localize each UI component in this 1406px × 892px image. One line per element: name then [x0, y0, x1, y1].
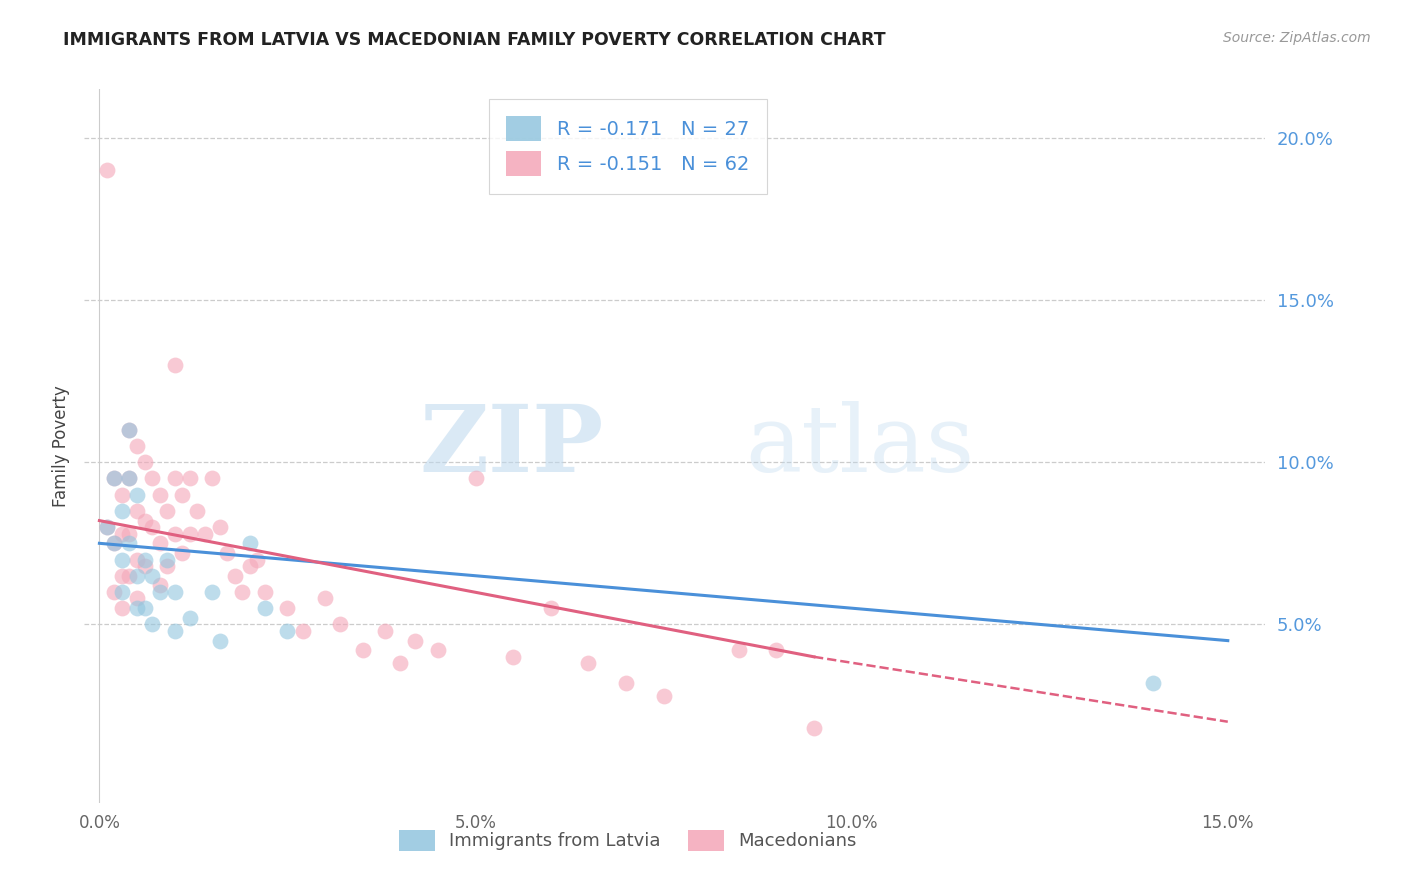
Point — [179, 611, 201, 625]
Point — [172, 488, 194, 502]
Point — [186, 504, 208, 518]
Point — [149, 585, 172, 599]
Point — [179, 471, 201, 485]
Point — [163, 471, 186, 485]
Point — [125, 568, 148, 582]
Point — [1142, 675, 1164, 690]
Point — [134, 514, 156, 528]
Point — [111, 601, 134, 615]
Point — [103, 471, 125, 485]
Point — [134, 601, 156, 615]
Point — [103, 536, 125, 550]
Legend: Immigrants from Latvia, Macedonians: Immigrants from Latvia, Macedonians — [391, 822, 863, 858]
Point — [118, 471, 141, 485]
Point — [111, 552, 134, 566]
Point — [352, 643, 374, 657]
Point — [163, 358, 186, 372]
Point — [134, 559, 156, 574]
Point — [149, 488, 172, 502]
Point — [464, 471, 486, 485]
Point — [125, 504, 148, 518]
Point — [803, 721, 825, 735]
Point — [141, 568, 163, 582]
Point — [125, 439, 148, 453]
Point — [163, 624, 186, 638]
Point — [103, 536, 125, 550]
Point — [125, 601, 148, 615]
Point — [111, 526, 134, 541]
Point — [291, 624, 314, 638]
Point — [426, 643, 449, 657]
Point — [149, 536, 172, 550]
Point — [125, 488, 148, 502]
Point — [576, 657, 599, 671]
Point — [134, 552, 156, 566]
Text: Source: ZipAtlas.com: Source: ZipAtlas.com — [1223, 31, 1371, 45]
Point — [389, 657, 412, 671]
Point — [253, 601, 276, 615]
Point — [614, 675, 637, 690]
Point — [103, 471, 125, 485]
Y-axis label: Family Poverty: Family Poverty — [52, 385, 70, 507]
Point — [156, 552, 179, 566]
Point — [118, 471, 141, 485]
Point — [652, 689, 675, 703]
Point — [96, 520, 118, 534]
Point — [103, 585, 125, 599]
Point — [163, 585, 186, 599]
Point — [276, 601, 298, 615]
Point — [179, 526, 201, 541]
Text: atlas: atlas — [745, 401, 974, 491]
Point — [224, 568, 246, 582]
Point — [502, 649, 524, 664]
Point — [118, 423, 141, 437]
Point — [141, 617, 163, 632]
Point — [96, 520, 118, 534]
Point — [111, 488, 134, 502]
Point — [314, 591, 336, 606]
Point — [156, 504, 179, 518]
Point — [239, 536, 262, 550]
Point — [156, 559, 179, 574]
Point — [276, 624, 298, 638]
Point — [201, 471, 224, 485]
Point — [253, 585, 276, 599]
Point — [141, 471, 163, 485]
Point — [329, 617, 352, 632]
Point — [404, 633, 426, 648]
Text: IMMIGRANTS FROM LATVIA VS MACEDONIAN FAMILY POVERTY CORRELATION CHART: IMMIGRANTS FROM LATVIA VS MACEDONIAN FAM… — [63, 31, 886, 49]
Point — [111, 568, 134, 582]
Point — [208, 520, 231, 534]
Point — [125, 552, 148, 566]
Point — [163, 526, 186, 541]
Point — [118, 423, 141, 437]
Point — [765, 643, 787, 657]
Point — [118, 568, 141, 582]
Point — [149, 578, 172, 592]
Point — [246, 552, 269, 566]
Point — [96, 163, 118, 178]
Point — [134, 455, 156, 469]
Point — [194, 526, 217, 541]
Point — [217, 546, 239, 560]
Point — [208, 633, 231, 648]
Point — [231, 585, 253, 599]
Point — [111, 585, 134, 599]
Point — [540, 601, 562, 615]
Text: ZIP: ZIP — [420, 401, 605, 491]
Point — [118, 536, 141, 550]
Point — [118, 526, 141, 541]
Point — [374, 624, 396, 638]
Point — [239, 559, 262, 574]
Point — [172, 546, 194, 560]
Point — [141, 520, 163, 534]
Point — [201, 585, 224, 599]
Point — [727, 643, 749, 657]
Point — [111, 504, 134, 518]
Point — [125, 591, 148, 606]
